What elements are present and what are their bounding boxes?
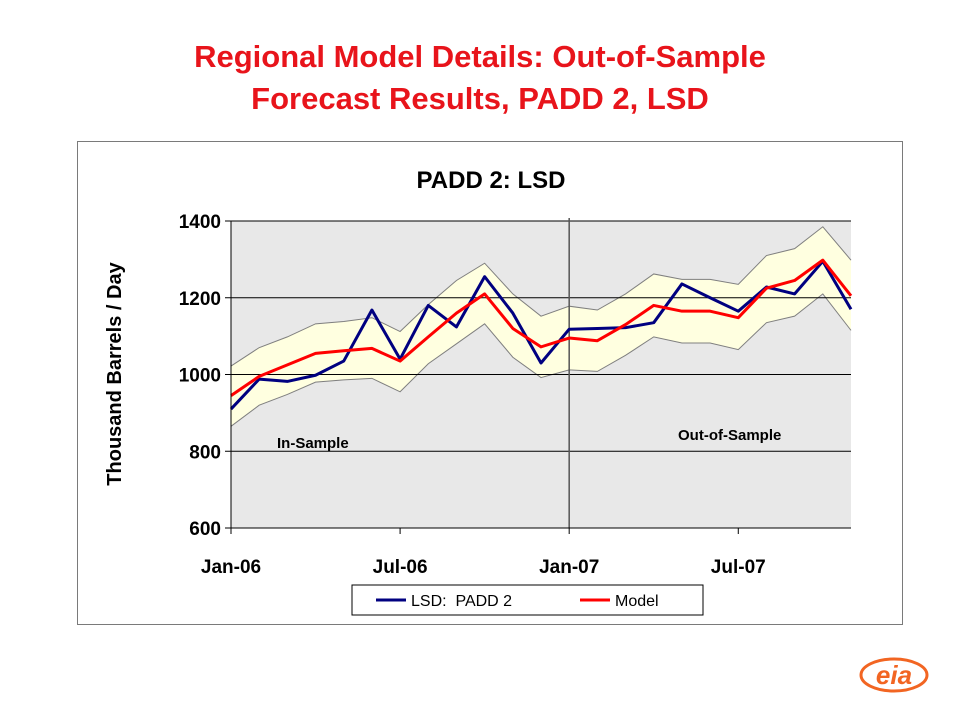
x-tick-label-2: Jan-07 — [539, 557, 599, 578]
y-tick-label-1000: 1000 — [179, 366, 221, 387]
eia-logo-swoosh — [859, 657, 929, 693]
chart-frame: PADD 2: LSD Thousand Barrels / Day 600 80… — [77, 141, 903, 625]
series-line-model — [230, 258, 853, 397]
slide-title-line-2: Forecast Results, PADD 2, LSD — [251, 81, 709, 116]
slide-title: Regional Model Details: Out-of-Sample Fo… — [0, 36, 960, 120]
chart-title: PADD 2: LSD — [417, 167, 566, 194]
series-line-actual — [229, 259, 853, 411]
eia-logo-text: eia — [876, 660, 912, 690]
y-tick-label-600: 600 — [189, 519, 221, 540]
x-tick-label-0: Jan-06 — [201, 557, 261, 578]
legend: LSD: PADD 2 Model — [351, 584, 704, 616]
slide-title-line-1: Regional Model Details: Out-of-Sample — [194, 39, 766, 74]
legend-box — [351, 584, 704, 616]
y-tick-label-800: 800 — [189, 442, 221, 463]
x-tick-label-1: Jul-06 — [373, 557, 428, 578]
band-lower-line — [230, 293, 852, 427]
legend-label-model: Model — [615, 593, 659, 610]
x-tick-label-3: Jul-07 — [711, 557, 766, 578]
y-tick-label-1200: 1200 — [179, 289, 221, 310]
annotation-in-sample: In-Sample — [277, 435, 349, 452]
eia-logo: eia — [859, 657, 929, 693]
legend-label-actual: LSD: PADD 2 — [411, 593, 512, 610]
line-chart: PADD 2: LSD Thousand Barrels / Day 600 80… — [104, 167, 853, 616]
y-tick-label-1400: 1400 — [179, 212, 221, 233]
annotation-out-of-sample: Out-of-Sample — [678, 427, 781, 444]
band-upper-line — [230, 226, 852, 367]
confidence-band — [231, 226, 851, 427]
y-axis-label: Thousand Barrels / Day — [104, 261, 126, 485]
